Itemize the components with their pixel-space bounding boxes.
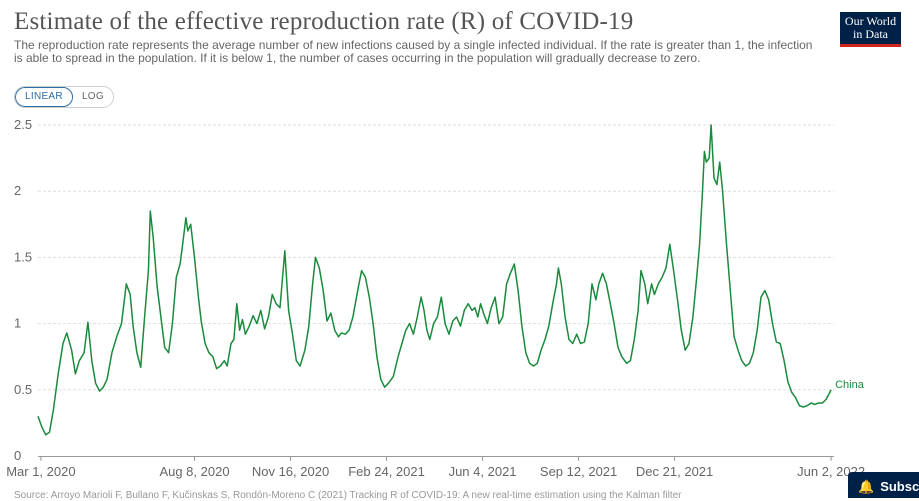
series-line-china (37, 124, 832, 436)
y-tick-label: 2.5 (14, 117, 32, 132)
source-note: Source: Arroyo Marioli F, Bullano F, Kuč… (14, 490, 682, 501)
x-tick-label: Nov 16, 2020 (252, 464, 329, 479)
y-tick-label: 1.5 (14, 249, 32, 264)
logo-line-2: in Data (853, 27, 888, 41)
y-tick-label: 0.5 (14, 382, 32, 397)
subscribe-label: Subscribe (880, 479, 919, 494)
y-tick-label: 0 (14, 448, 21, 463)
subscribe-button[interactable]: 🔔 Subscribe (848, 472, 919, 498)
y-tick-label: 1 (14, 316, 21, 331)
series-label: China (835, 379, 865, 391)
x-tick-label: Sep 12, 2021 (540, 464, 617, 479)
bell-icon: 🔔 (858, 479, 875, 494)
x-tick-label: Jun 4, 2021 (449, 464, 517, 479)
owid-logo[interactable]: Our World in Data (840, 12, 901, 47)
x-tick-label: Aug 8, 2020 (159, 464, 229, 479)
x-tick-label: Dec 21, 2021 (636, 464, 713, 479)
x-tick-label: Feb 24, 2021 (348, 464, 425, 479)
y-tick-label: 2 (14, 183, 21, 198)
chart-subtitle: The reproduction rate represents the ave… (14, 38, 813, 65)
x-tick-label: Mar 1, 2020 (6, 464, 75, 479)
logo-line-1: Our World (844, 14, 897, 28)
linear-scale-button[interactable]: LINEAR (15, 87, 73, 107)
log-scale-button[interactable]: LOG (81, 91, 104, 102)
scale-toggle: LINEAR LOG (14, 86, 114, 108)
chart-title: Estimate of the effective reproduction r… (14, 8, 634, 35)
